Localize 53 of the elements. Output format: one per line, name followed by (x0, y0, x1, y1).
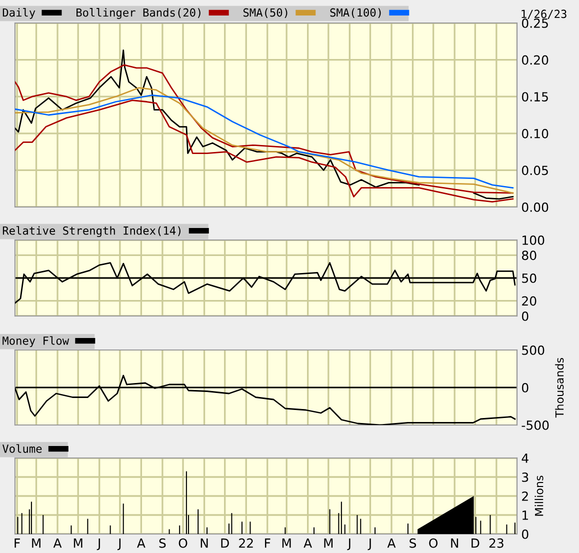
x-tick-label: A (53, 538, 62, 548)
legend-label: Bollinger Bands(20) (76, 8, 200, 19)
legend-label: Money Flow (2, 336, 70, 348)
x-tick-label: A (137, 538, 146, 548)
x-tick-label: D (472, 538, 480, 548)
y-tick-label: 0 (522, 529, 528, 539)
y-tick-label: 3 (522, 472, 528, 482)
legend-label: Volume (2, 444, 42, 453)
y-tick-label: 1 (522, 510, 528, 520)
x-tick-label: 23 (489, 538, 504, 548)
y-tick-label: 4 (522, 454, 528, 463)
x-tick-label: J (368, 538, 371, 550)
x-tick-label: N (451, 538, 458, 548)
y-tick-label: 0.15 (522, 92, 548, 102)
x-tick-label: O (429, 538, 438, 548)
x-tick-label: J (96, 538, 100, 550)
y-axis-title: Millions (534, 476, 544, 516)
x-tick-label: M (74, 538, 82, 548)
y-tick-label: 2 (522, 491, 528, 501)
y-tick-label: 50 (522, 273, 536, 283)
y-tick-label: 0.25 (522, 18, 548, 28)
y-tick-label: -500 (522, 420, 549, 430)
x-tick-label: S (159, 538, 166, 548)
y-axis-title: Thousands (555, 358, 564, 418)
legend-label: SMA(50) (243, 8, 288, 18)
y-tick-label: 80 (522, 250, 536, 260)
x-tick-label: S (410, 538, 416, 548)
y-tick-label: 0.10 (522, 128, 548, 138)
x-tick-label: 22 (239, 538, 253, 548)
x-tick-label: M (32, 538, 40, 548)
x-tick-label: A (387, 538, 396, 548)
y-tick-label: 0.05 (522, 166, 548, 176)
x-tick-label: M (324, 538, 333, 548)
x-tick-label: F (14, 538, 20, 548)
y-tick-label: 100 (522, 235, 544, 245)
text: 1/26/23 (522, 10, 566, 19)
y-tick-label: 0 (522, 311, 528, 321)
x-tick-label: D (221, 538, 229, 548)
legend-label: Daily (2, 8, 36, 19)
legend-label: Relative Strength Index(14) (2, 226, 180, 238)
x-tick-label: M (282, 538, 291, 548)
x-tick-label: F (265, 538, 270, 548)
y-tick-label: 0.00 (522, 202, 548, 212)
x-tick-label: J (117, 538, 121, 550)
x-tick-label: J (347, 538, 350, 550)
x-tick-label: A (304, 538, 312, 548)
y-tick-label: 0.20 (522, 55, 548, 65)
y-tick-label: 20 (522, 296, 536, 306)
y-tick-label: 500 (522, 345, 544, 355)
y-tick-label: 0 (522, 382, 528, 392)
legend-label: SMA(100) (330, 8, 381, 18)
x-tick-label: O (178, 538, 188, 548)
x-tick-label: N (200, 538, 208, 548)
